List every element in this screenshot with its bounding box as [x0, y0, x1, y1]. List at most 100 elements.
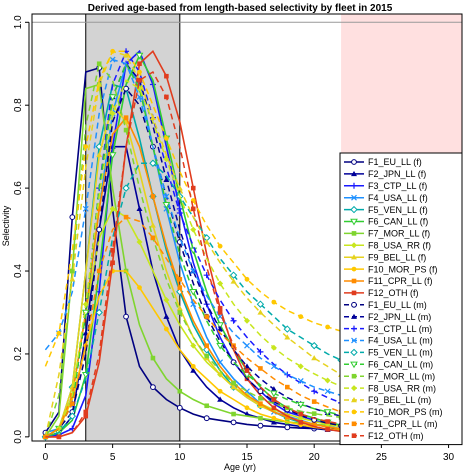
data-point — [149, 222, 156, 228]
y-tick-label: 0.8 — [13, 98, 24, 112]
data-point — [190, 226, 197, 233]
x-tick-label: 15 — [241, 452, 253, 463]
data-point — [244, 317, 250, 324]
data-point — [298, 314, 304, 320]
data-point — [244, 276, 250, 282]
legend-marker — [351, 373, 357, 379]
data-point — [258, 366, 263, 371]
data-point — [123, 313, 129, 320]
legend-label: F9_BEL_LL (f) — [368, 252, 426, 262]
data-point — [164, 94, 169, 100]
legend-marker — [351, 159, 357, 165]
legend-box — [339, 152, 463, 446]
legend-label: F11_CPR_LL (f) — [368, 276, 433, 286]
data-point — [270, 419, 277, 425]
data-point — [324, 377, 331, 384]
legend-label: F2_JPN_LL (m) — [368, 312, 431, 322]
legend-marker — [351, 278, 357, 284]
legend-marker — [351, 301, 357, 308]
data-point — [123, 52, 130, 58]
data-point — [271, 405, 277, 411]
legend: F1_EU_LL (f) F2_JPN_LL (f) F3_CTP_LL (f) F4… — [339, 152, 463, 446]
legend-label: F5_VEN_LL (m) — [368, 348, 433, 358]
data-point — [325, 419, 330, 424]
data-point — [70, 401, 75, 406]
data-point — [204, 314, 209, 319]
data-point — [311, 399, 317, 404]
data-point — [176, 209, 183, 216]
x-axis-label: Age (yr) — [224, 462, 256, 472]
data-point — [96, 226, 103, 233]
legend-marker — [351, 194, 357, 201]
data-point — [56, 330, 62, 336]
data-point — [310, 341, 318, 350]
x-tick-label: 10 — [174, 452, 186, 463]
legend-label: F12_OTH (f) — [368, 288, 419, 298]
data-point — [257, 348, 264, 355]
legend-marker — [351, 385, 357, 392]
legend-entry: F9_BEL_LL (m) — [344, 395, 431, 405]
y-tick-label: 1.0 — [13, 15, 24, 29]
data-point — [149, 159, 157, 167]
data-point — [137, 285, 142, 291]
data-point — [177, 310, 183, 315]
data-point — [311, 411, 317, 416]
legend-label: F8_USA_RR (f) — [368, 241, 431, 251]
data-point — [56, 434, 62, 440]
data-point — [204, 343, 209, 348]
legend-marker — [350, 348, 358, 357]
legend-marker — [351, 337, 357, 344]
data-point — [96, 81, 103, 87]
data-point — [163, 313, 170, 319]
data-point — [163, 176, 170, 183]
data-point — [137, 61, 142, 67]
data-point — [190, 268, 197, 274]
legend-label: F1_EU_LL (m) — [368, 300, 427, 310]
data-point — [163, 135, 169, 141]
legend-marker — [351, 325, 357, 332]
data-point — [110, 48, 116, 54]
legend-marker — [351, 313, 357, 319]
data-point — [230, 384, 237, 390]
data-point — [217, 326, 224, 332]
legend-marker — [350, 361, 358, 369]
data-point — [217, 306, 223, 311]
data-point — [204, 403, 209, 409]
legend-entry: F5_VEN_LL (f) — [344, 205, 428, 215]
legend-marker — [351, 182, 357, 189]
data-point — [96, 61, 102, 67]
data-point — [230, 317, 237, 324]
legend-entry: F9_BEL_LL (f) — [344, 252, 426, 262]
legend-marker — [350, 205, 358, 214]
legend-marker — [350, 218, 358, 226]
data-point — [96, 151, 103, 158]
legend-label: F8_USA_RR (m) — [368, 383, 436, 393]
legend-label: F4_USA_LL (f) — [368, 193, 428, 203]
legend-entry: F2_JPN_LL (m) — [344, 312, 431, 322]
data-point — [217, 310, 223, 315]
data-point — [311, 422, 317, 427]
data-point — [68, 412, 77, 420]
data-point — [217, 396, 224, 402]
data-point — [244, 411, 250, 417]
data-point — [150, 194, 156, 199]
data-point — [109, 110, 116, 117]
data-point — [163, 156, 170, 163]
data-point — [297, 377, 304, 384]
data-point — [83, 409, 89, 415]
data-point — [163, 297, 170, 304]
data-point — [270, 344, 277, 351]
legend-entry: F3_CTP_LL (f) — [344, 181, 427, 191]
legend-entry: F7_MOR_LL (m) — [344, 371, 435, 381]
data-point — [163, 326, 169, 332]
data-point — [270, 386, 277, 392]
y-tick-label: 0.0 — [13, 429, 24, 443]
axis-layer: 0 5 10 15 20 25 30 0.0 0.2 0.4 0.6 0.8 1.0 — [13, 15, 455, 463]
data-point — [164, 73, 169, 79]
data-point — [108, 152, 117, 159]
y-axis-label: Selectivity — [1, 205, 11, 246]
y-tick-label: 0.4 — [13, 264, 24, 278]
legend-marker — [351, 242, 357, 249]
data-point — [256, 300, 265, 308]
